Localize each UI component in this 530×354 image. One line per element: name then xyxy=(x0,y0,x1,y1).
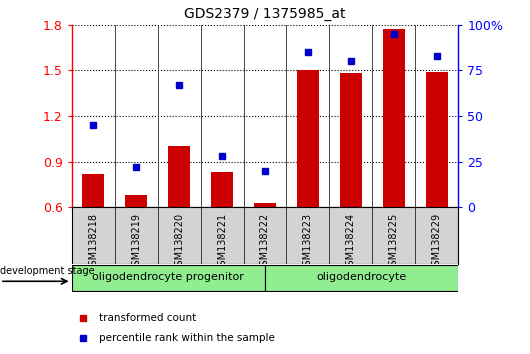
Text: oligodendrocyte progenitor: oligodendrocyte progenitor xyxy=(92,272,244,282)
Text: GSM138221: GSM138221 xyxy=(217,213,227,272)
Text: GSM138220: GSM138220 xyxy=(174,213,184,272)
Bar xyxy=(72,265,265,291)
Text: percentile rank within the sample: percentile rank within the sample xyxy=(99,333,275,343)
Text: GSM138219: GSM138219 xyxy=(131,213,141,272)
Bar xyxy=(383,29,405,207)
Bar xyxy=(211,172,233,207)
Text: GSM138224: GSM138224 xyxy=(346,213,356,272)
Text: development stage: development stage xyxy=(0,266,95,276)
Bar xyxy=(426,72,448,207)
Bar xyxy=(265,265,458,291)
Text: GSM138222: GSM138222 xyxy=(260,213,270,272)
Bar xyxy=(254,202,276,207)
Bar xyxy=(125,195,147,207)
Text: transformed count: transformed count xyxy=(99,313,196,323)
Title: GDS2379 / 1375985_at: GDS2379 / 1375985_at xyxy=(184,7,346,21)
Bar xyxy=(340,73,361,207)
Text: oligodendrocyte: oligodendrocyte xyxy=(316,272,407,282)
Text: GSM138223: GSM138223 xyxy=(303,213,313,272)
Text: GSM138229: GSM138229 xyxy=(432,213,442,272)
Text: GSM138225: GSM138225 xyxy=(389,213,399,272)
Bar xyxy=(169,146,190,207)
Bar xyxy=(297,70,319,207)
Bar xyxy=(82,174,104,207)
Text: GSM138218: GSM138218 xyxy=(88,213,98,272)
